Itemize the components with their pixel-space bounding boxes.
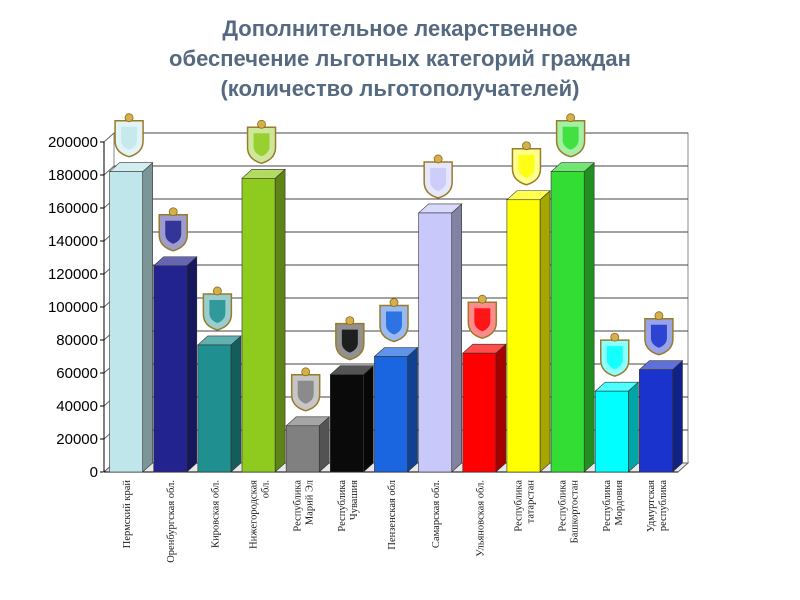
x-category-label: Республикататарстан [513,480,536,532]
bar [417,203,463,473]
bar-front [285,425,320,473]
bar-side [274,168,286,473]
chart-title-line-1: Дополнительное лекарственное [222,16,578,41]
bar-side [495,343,507,473]
bar [329,364,375,473]
y-tick-label: 80000 [56,332,98,349]
gridline-diagonal [103,132,115,143]
penza-coat-of-arms-icon [379,298,409,343]
bar-front [374,356,408,473]
y-tick-label: 100000 [48,299,98,316]
bar [241,168,286,473]
tatarstan-coat-of-arms-icon [511,141,542,186]
bar-side [318,416,330,473]
y-tick-label: 200000 [48,134,98,151]
x-category-label: РеспубликаМордовия [602,480,625,532]
bar [550,162,595,473]
nizhny-novgorod-coat-of-arms-icon [246,119,277,165]
orenburg-coat-of-arms-icon [158,207,188,252]
x-category-label: Пермский край [122,480,133,549]
bars [108,162,684,473]
x-category-label: Оренбургская обл. [166,480,177,563]
bar [506,190,551,473]
bar-front [506,199,541,473]
chart-title-line-2: обеспечение льготных категорий граждан [169,46,631,71]
y-tick-label: 180000 [48,167,98,184]
bar-side [230,335,242,473]
bar-side [186,256,198,473]
bar-front [418,212,453,473]
bar-front [639,369,673,473]
bar-front [109,171,143,473]
chart-title-line-3: (количество льготополучателей) [220,76,580,101]
x-category-label: Пензенская обл [387,480,398,550]
mordovia-coat-of-arms-icon [600,332,630,377]
x-category-label: РеспубликаМарий Эл [293,480,316,532]
x-category-label: Ульяновская обл. [475,480,486,557]
bar-front [153,265,188,473]
bar [197,335,242,473]
x-category-label: Нижегородскаяобл. [249,480,272,549]
x-category-label: Удмуртскаяреспублика [646,480,669,532]
samara-coat-of-arms-icon [423,154,453,199]
bar [108,162,154,473]
bar-front [241,178,276,473]
chuvashia-coat-of-arms-icon [335,316,365,361]
bar-side [583,162,595,473]
bar [638,360,684,473]
y-tick-label: 40000 [56,398,98,415]
y-tick-label: 160000 [48,200,98,217]
bar-side [363,364,374,473]
x-category-label: РеспубликаЧувашия [337,480,360,532]
y-tick-label: 0 [90,464,98,481]
bar-side [407,346,418,473]
bar [594,381,640,473]
x-category-label: Кировская обл. [210,480,221,548]
y-tick-label: 20000 [56,431,98,448]
chart-title: Дополнительное лекарственное обеспечение… [0,14,800,104]
bashkortostan-coat-of-arms-icon [555,113,586,158]
y-tick-label: 120000 [48,266,98,283]
mari-el-coat-of-arms-icon [290,367,321,412]
bar [373,346,419,473]
bar-side [628,381,639,473]
ulyanovsk-coat-of-arms-icon [467,294,498,339]
bar [152,256,198,473]
bar-front [594,390,629,473]
bar-front [462,352,497,473]
bar [461,343,507,473]
bar-front [550,171,585,473]
x-category-label: Самарская обл. [431,480,442,548]
x-category-label: РеспубликаБашкортостан [558,480,581,544]
perm-coat-of-arms-icon [114,113,144,158]
bar [285,416,331,473]
bar-front [197,344,232,473]
udmurtia-coat-of-arms-icon [644,311,674,356]
bar-front [329,374,364,473]
kirov-coat-of-arms-icon [202,286,233,331]
gridline-diagonal [103,165,115,176]
bar-side [539,190,551,473]
y-tick-label: 60000 [56,365,98,382]
y-tick-label: 140000 [48,233,98,250]
bar-side [672,360,683,473]
bar-side [142,162,153,473]
bar-side [451,203,463,473]
